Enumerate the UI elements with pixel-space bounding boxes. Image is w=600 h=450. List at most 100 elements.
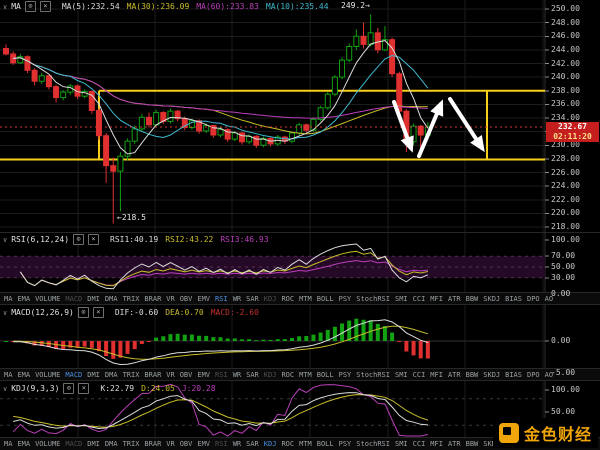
indicator-tab-atr[interactable]: ATR <box>447 440 461 448</box>
axis-tick-label: 222.00 <box>551 194 580 204</box>
indicator-settings-icon[interactable]: ⊙ <box>77 307 89 318</box>
indicator-tab-sar[interactable]: SAR <box>246 294 259 303</box>
indicator-tab-cci[interactable]: CCI <box>412 440 426 448</box>
indicator-tab-stochrsi[interactable]: StochRSI <box>356 440 390 448</box>
indicator-tab-bbw[interactable]: BBW <box>465 370 479 379</box>
indicator-tab-sar[interactable]: SAR <box>246 440 259 448</box>
indicator-tab-skdj[interactable]: SKDJ <box>483 440 501 448</box>
indicator-tab-mfi[interactable]: MFI <box>430 440 443 448</box>
indicator-tab-sar[interactable]: SAR <box>246 370 259 379</box>
indicator-tab-vr[interactable]: VR <box>166 294 175 303</box>
indicator-tab-ema[interactable]: EMA <box>17 370 31 379</box>
indicator-settings-icon[interactable]: ⊙ <box>24 1 36 12</box>
indicator-tab-ma[interactable]: MA <box>4 294 13 303</box>
indicator-tab-emv[interactable]: EMV <box>197 440 211 448</box>
indicator-tab-bias[interactable]: BIAS <box>505 294 522 303</box>
collapse-chevron-icon[interactable]: ∨ <box>3 235 8 244</box>
indicator-tab-mtm[interactable]: MTM <box>299 294 312 303</box>
indicator-tab-wr[interactable]: WR <box>232 440 242 448</box>
indicator-settings-icon[interactable]: ⊙ <box>63 383 75 394</box>
indicator-tab-skdj[interactable]: SKDJ <box>483 370 501 379</box>
indicator-tab-obv[interactable]: OBV <box>179 370 193 379</box>
indicator-tab-ma[interactable]: MA <box>4 440 13 448</box>
legend-value: RSI3:46.93 <box>220 235 269 244</box>
indicator-tab-rsi[interactable]: RSI <box>215 370 228 379</box>
indicator-tab-dma[interactable]: DMA <box>104 440 118 448</box>
indicator-tab-dmi[interactable]: DMI <box>87 294 100 303</box>
indicator-tab-emv[interactable]: EMV <box>197 294 211 303</box>
indicator-tab-dma[interactable]: DMA <box>104 370 118 379</box>
indicator-tab-brar[interactable]: BRAR <box>144 440 162 448</box>
indicator-tab-ema[interactable]: EMA <box>17 294 31 303</box>
collapse-chevron-icon[interactable]: ∨ <box>3 2 8 11</box>
indicator-tab-kdj[interactable]: KDJ <box>263 370 277 379</box>
indicator-tab-stochrsi[interactable]: StochRSI <box>356 370 390 379</box>
indicator-tab-ao[interactable]: AO <box>544 294 554 303</box>
indicator-tab-mfi[interactable]: MFI <box>430 370 443 379</box>
indicator-tab-volume[interactable]: VOLUME <box>35 294 61 303</box>
indicator-tab-rsi[interactable]: RSI <box>215 294 228 303</box>
indicator-tab-wr[interactable]: WR <box>232 294 242 303</box>
indicator-tab-obv[interactable]: OBV <box>179 294 193 303</box>
indicator-tab-obv[interactable]: OBV <box>179 440 193 448</box>
indicator-settings-icon[interactable]: ⊙ <box>73 234 85 245</box>
indicator-tab-rsi[interactable]: RSI <box>215 440 228 448</box>
indicator-close-icon[interactable]: × <box>78 383 90 394</box>
indicator-tab-roc[interactable]: ROC <box>281 370 295 379</box>
indicator-tab-kdj[interactable]: KDJ <box>263 294 277 303</box>
indicator-tab-volume[interactable]: VOLUME <box>35 370 61 379</box>
indicator-tab-trix[interactable]: TRIX <box>122 294 140 303</box>
indicator-tab-boll[interactable]: BOLL <box>316 294 334 303</box>
indicator-tab-macd[interactable]: MACD <box>65 370 83 379</box>
indicator-tab-ao[interactable]: AO <box>544 370 554 379</box>
indicator-tab-emv[interactable]: EMV <box>197 370 211 379</box>
indicator-tab-trix[interactable]: TRIX <box>122 440 140 448</box>
indicator-tab-volume[interactable]: VOLUME <box>35 440 61 448</box>
indicator-tab-atr[interactable]: ATR <box>447 294 461 303</box>
indicator-tab-vr[interactable]: VR <box>166 370 175 379</box>
indicator-tab-psy[interactable]: PSY <box>338 370 352 379</box>
indicator-tab-bbw[interactable]: BBW <box>465 440 479 448</box>
indicator-tab-vr[interactable]: VR <box>166 440 175 448</box>
indicator-close-icon[interactable]: × <box>39 1 51 12</box>
collapse-chevron-icon[interactable]: ∨ <box>3 308 8 317</box>
indicator-tab-cci[interactable]: CCI <box>412 370 426 379</box>
indicator-tab-mtm[interactable]: MTM <box>299 370 312 379</box>
indicator-tab-dpo[interactable]: DPO <box>526 370 540 379</box>
indicator-tab-smi[interactable]: SMI <box>394 370 408 379</box>
indicator-tab-roc[interactable]: ROC <box>281 294 295 303</box>
indicator-tab-roc[interactable]: ROC <box>281 440 295 448</box>
main-pane-title: MA <box>11 2 21 11</box>
indicator-tab-brar[interactable]: BRAR <box>144 370 162 379</box>
indicator-tab-atr[interactable]: ATR <box>447 370 461 379</box>
indicator-tab-mfi[interactable]: MFI <box>430 294 443 303</box>
indicator-tab-trix[interactable]: TRIX <box>122 370 140 379</box>
indicator-tab-boll[interactable]: BOLL <box>316 370 334 379</box>
indicator-tab-dmi[interactable]: DMI <box>87 370 100 379</box>
indicator-close-icon[interactable]: × <box>88 234 100 245</box>
indicator-close-icon[interactable]: × <box>92 307 104 318</box>
indicator-tab-cci[interactable]: CCI <box>412 294 426 303</box>
indicator-tab-stochrsi[interactable]: StochRSI <box>356 294 390 303</box>
indicator-tab-smi[interactable]: SMI <box>394 440 408 448</box>
indicator-tab-macd[interactable]: MACD <box>65 294 83 303</box>
indicator-tab-smi[interactable]: SMI <box>394 294 408 303</box>
collapse-chevron-icon[interactable]: ∨ <box>3 384 8 393</box>
indicator-tab-dpo[interactable]: DPO <box>526 294 540 303</box>
indicator-tab-ema[interactable]: EMA <box>17 440 31 448</box>
indicator-tab-dmi[interactable]: DMI <box>87 440 100 448</box>
indicator-tab-macd[interactable]: MACD <box>65 440 83 448</box>
indicator-tab-brar[interactable]: BRAR <box>144 294 162 303</box>
indicator-tab-psy[interactable]: PSY <box>338 294 352 303</box>
indicator-tab-wr[interactable]: WR <box>232 370 242 379</box>
macd-legend-values: DIF:-0.60 DEA:0.70 MACD:-2.60 <box>108 308 259 317</box>
indicator-tab-ma[interactable]: MA <box>4 370 13 379</box>
indicator-tab-mtm[interactable]: MTM <box>299 440 312 448</box>
indicator-tab-dma[interactable]: DMA <box>104 294 118 303</box>
indicator-tab-bbw[interactable]: BBW <box>465 294 479 303</box>
indicator-tab-boll[interactable]: BOLL <box>316 440 334 448</box>
indicator-tab-psy[interactable]: PSY <box>338 440 352 448</box>
indicator-tab-bias[interactable]: BIAS <box>505 370 522 379</box>
indicator-tab-skdj[interactable]: SKDJ <box>483 294 501 303</box>
indicator-tab-kdj[interactable]: KDJ <box>263 440 277 448</box>
